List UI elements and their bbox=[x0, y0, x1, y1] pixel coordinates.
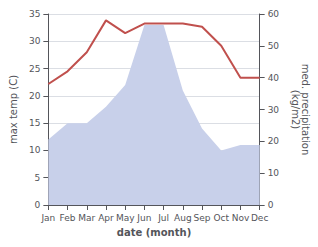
svg-text:Sep: Sep bbox=[194, 213, 211, 223]
svg-text:15: 15 bbox=[29, 118, 40, 128]
svg-text:Mar: Mar bbox=[78, 213, 95, 223]
svg-text:Jun: Jun bbox=[136, 213, 151, 223]
svg-text:Apr: Apr bbox=[98, 213, 114, 223]
svg-text:0: 0 bbox=[35, 200, 41, 210]
svg-text:25: 25 bbox=[29, 64, 40, 74]
svg-text:Nov: Nov bbox=[232, 213, 250, 223]
svg-text:Dec: Dec bbox=[251, 213, 268, 223]
svg-text:Jul: Jul bbox=[157, 213, 169, 223]
svg-text:Feb: Feb bbox=[60, 213, 76, 223]
svg-text:May: May bbox=[116, 213, 135, 223]
svg-text:30: 30 bbox=[29, 36, 41, 46]
svg-text:20: 20 bbox=[268, 136, 280, 146]
svg-text:med. precipitation: med. precipitation bbox=[299, 63, 311, 156]
svg-text:5: 5 bbox=[35, 173, 41, 183]
svg-text:Jan: Jan bbox=[40, 213, 55, 223]
svg-text:35: 35 bbox=[29, 9, 40, 19]
svg-text:max temp (C): max temp (C) bbox=[8, 75, 19, 144]
svg-text:0: 0 bbox=[268, 200, 274, 210]
svg-text:40: 40 bbox=[268, 73, 280, 83]
svg-text:Oct: Oct bbox=[213, 213, 229, 223]
svg-text:60: 60 bbox=[268, 9, 280, 19]
svg-text:10: 10 bbox=[268, 168, 280, 178]
svg-text:20: 20 bbox=[29, 91, 41, 101]
svg-text:(kg/m2): (kg/m2) bbox=[290, 90, 301, 130]
svg-text:30: 30 bbox=[268, 105, 280, 115]
svg-text:10: 10 bbox=[29, 145, 41, 155]
svg-text:50: 50 bbox=[268, 41, 280, 51]
svg-text:date (month): date (month) bbox=[117, 227, 191, 238]
svg-text:Aug: Aug bbox=[174, 213, 192, 223]
